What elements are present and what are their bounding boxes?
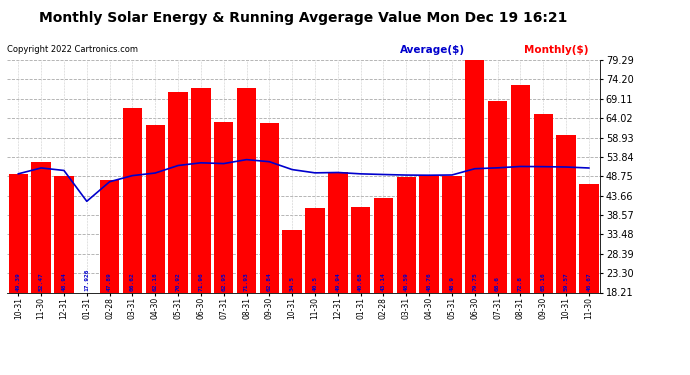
Bar <box>374 198 393 362</box>
Bar <box>465 58 484 362</box>
Bar <box>55 176 74 362</box>
Text: 40.5: 40.5 <box>313 276 317 291</box>
Text: 48.59: 48.59 <box>404 272 408 291</box>
Text: 70.92: 70.92 <box>175 272 181 291</box>
Text: 72.8: 72.8 <box>518 276 523 291</box>
Text: 68.6: 68.6 <box>495 276 500 291</box>
Text: 49.39: 49.39 <box>16 272 21 291</box>
Bar <box>533 114 553 362</box>
Bar <box>305 208 325 362</box>
Text: 62.84: 62.84 <box>267 272 272 291</box>
Bar <box>511 85 530 362</box>
Text: 52.47: 52.47 <box>39 272 43 291</box>
Bar <box>328 172 348 362</box>
Text: 62.18: 62.18 <box>152 272 158 291</box>
Bar <box>556 135 575 362</box>
Bar <box>351 207 371 362</box>
Text: 48.94: 48.94 <box>61 272 66 291</box>
Bar <box>32 162 51 362</box>
Text: 43.14: 43.14 <box>381 272 386 291</box>
Text: 66.62: 66.62 <box>130 272 135 291</box>
Text: Monthly($): Monthly($) <box>524 45 589 55</box>
Bar <box>146 125 165 362</box>
Text: 17.926: 17.926 <box>84 268 89 291</box>
Bar <box>397 177 416 362</box>
Text: 47.89: 47.89 <box>107 272 112 291</box>
Text: 65.16: 65.16 <box>541 272 546 291</box>
Bar <box>168 92 188 362</box>
Bar <box>77 294 97 362</box>
Bar <box>488 101 507 362</box>
Text: 49.94: 49.94 <box>335 272 340 291</box>
Text: 62.95: 62.95 <box>221 272 226 291</box>
Text: 71.93: 71.93 <box>244 272 249 291</box>
Bar <box>123 108 142 362</box>
Bar <box>8 174 28 362</box>
Bar <box>191 88 210 362</box>
Text: Monthly Solar Energy & Running Avgerage Value Mon Dec 19 16:21: Monthly Solar Energy & Running Avgerage … <box>39 11 568 25</box>
Bar <box>420 176 439 362</box>
Text: Average($): Average($) <box>400 45 465 55</box>
Text: 34.5: 34.5 <box>290 276 295 291</box>
Bar <box>237 88 256 362</box>
Text: 71.96: 71.96 <box>199 272 204 291</box>
Text: 46.67: 46.67 <box>586 272 591 291</box>
Bar <box>579 184 599 362</box>
Bar <box>259 123 279 362</box>
Text: 40.68: 40.68 <box>358 272 363 291</box>
Text: 59.57: 59.57 <box>564 272 569 291</box>
Text: 48.9: 48.9 <box>449 276 455 291</box>
Bar <box>100 180 119 362</box>
Bar <box>442 176 462 362</box>
Text: Copyright 2022 Cartronics.com: Copyright 2022 Cartronics.com <box>7 45 138 54</box>
Bar <box>282 231 302 362</box>
Text: 79.75: 79.75 <box>472 272 477 291</box>
Bar <box>214 122 233 362</box>
Text: 48.76: 48.76 <box>426 272 432 291</box>
